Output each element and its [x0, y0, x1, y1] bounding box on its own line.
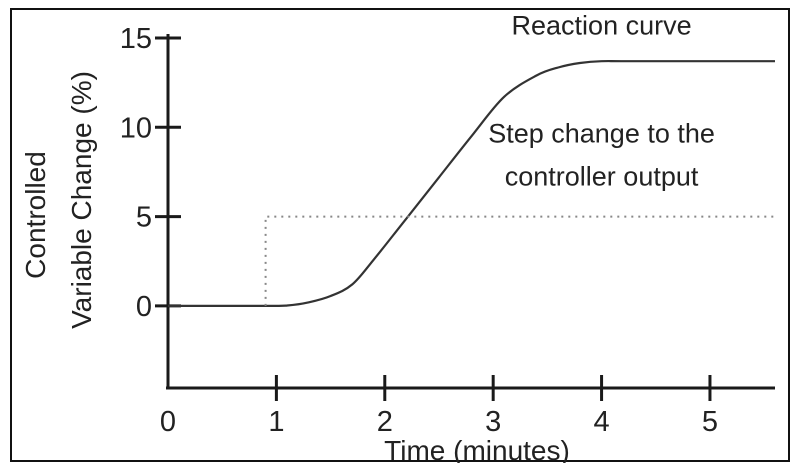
axis-ticks — [155, 36, 712, 401]
x-tick-label: 0 — [160, 406, 176, 438]
x-tick-label: 3 — [485, 406, 501, 438]
x-tick-label: 4 — [594, 406, 610, 438]
reaction-curve-label: Reaction curve — [512, 10, 692, 40]
x-tick-label: 2 — [377, 406, 393, 438]
reaction-curve-series-line — [167, 59, 775, 308]
y-tick-label: 15 — [120, 23, 152, 55]
y-axis-title-line-2: Variable Change (%) — [66, 71, 97, 329]
step-change-label: Step change to the — [488, 118, 715, 148]
x-axis-title: Time (minutes) — [384, 435, 570, 463]
y-axis-title-line-1: Controlled — [20, 151, 51, 279]
image-border — [10, 8, 790, 462]
y-tick-label: 5 — [136, 202, 152, 234]
x-tick-label: 1 — [268, 406, 284, 438]
y-tick-label: 10 — [120, 112, 152, 144]
annotations: Reaction curve Step change to the controll… — [488, 10, 715, 191]
series-layer — [167, 59, 775, 308]
tick-labels: 0 5 10 15 0 1 2 3 4 5 — [120, 23, 718, 438]
step-change-label: controller output — [505, 161, 699, 191]
x-tick-label: 5 — [702, 406, 718, 438]
step-change-series-line — [264, 215, 775, 306]
y-tick-label: 0 — [136, 291, 152, 323]
